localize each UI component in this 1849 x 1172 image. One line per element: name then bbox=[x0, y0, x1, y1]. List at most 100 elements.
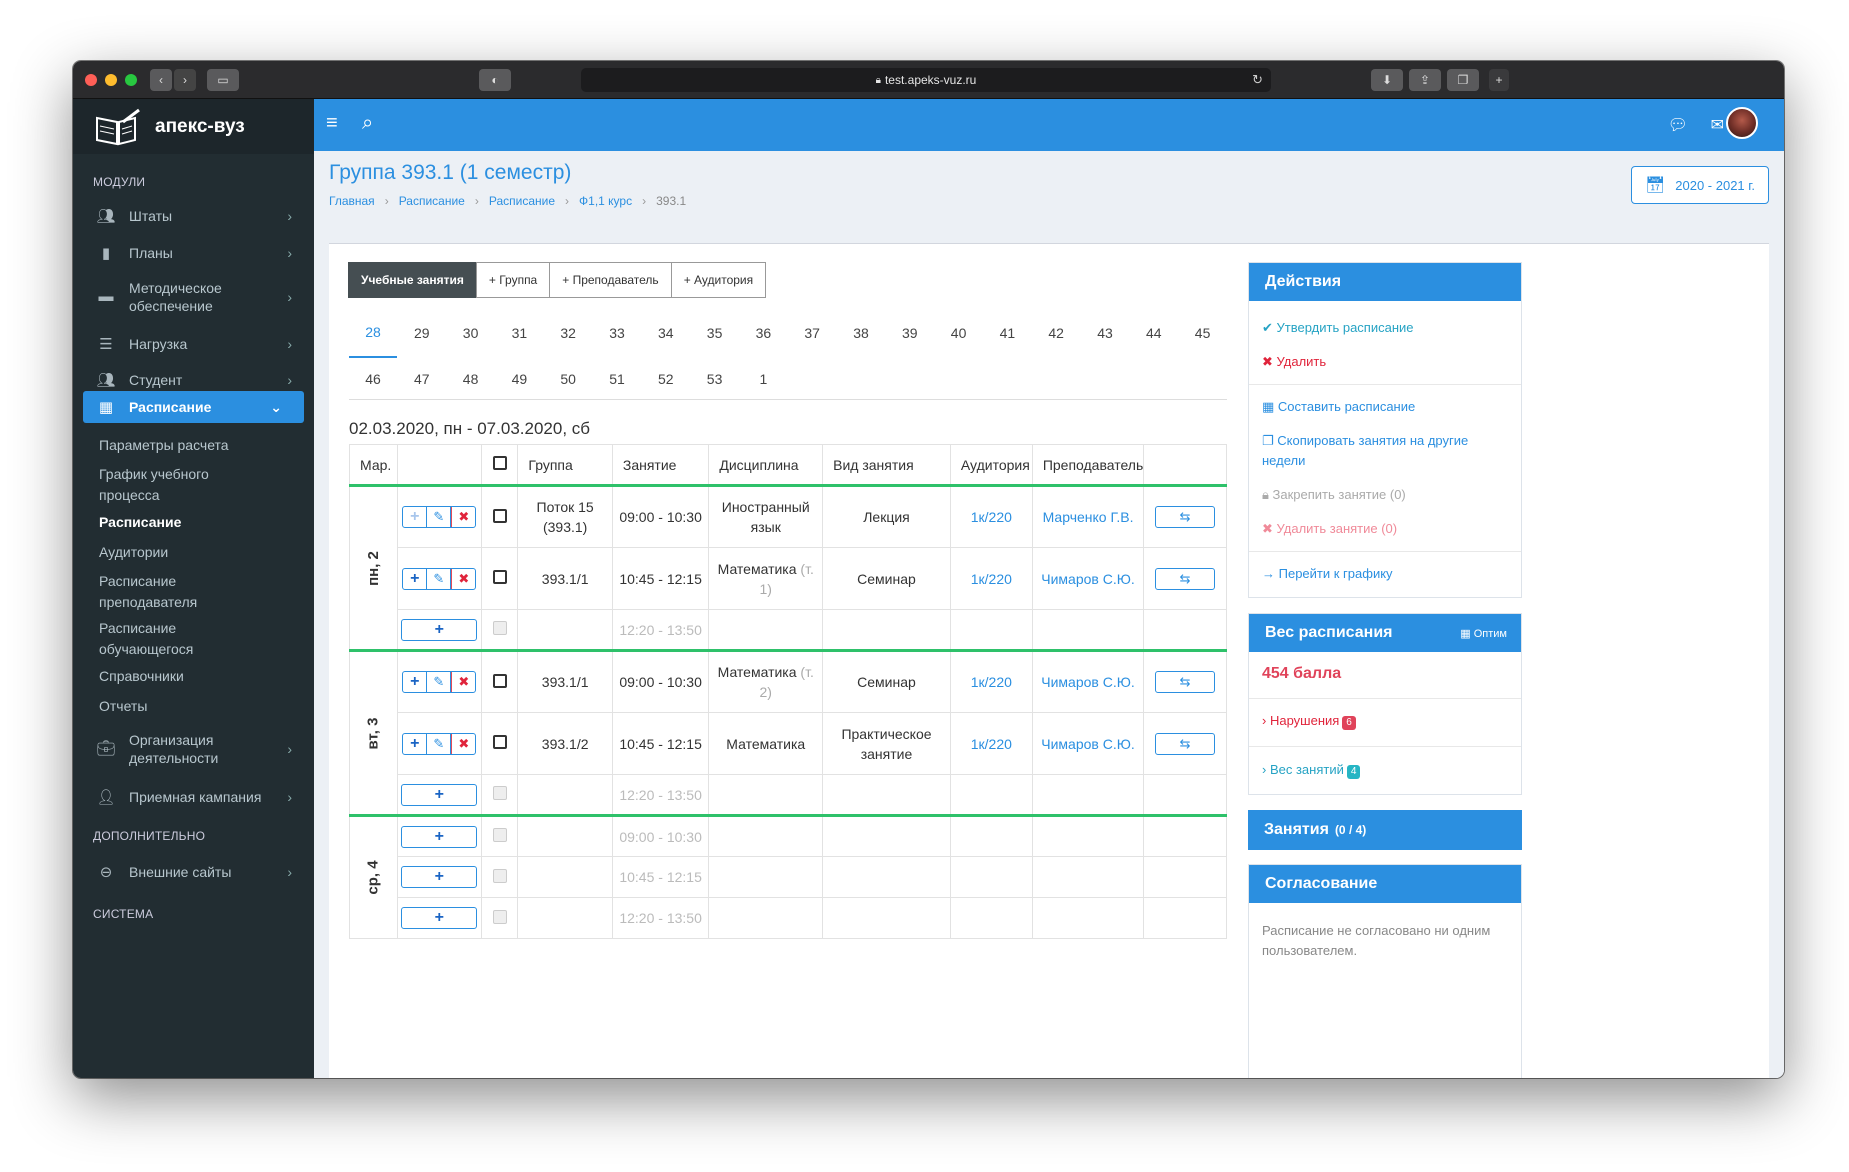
tab-add-room[interactable]: + Аудитория bbox=[670, 262, 767, 298]
delete-schedule-link[interactable]: ✖ Удалить bbox=[1262, 354, 1327, 369]
add-icon[interactable]: + bbox=[403, 672, 428, 692]
maximize-window-icon[interactable] bbox=[125, 74, 137, 86]
shield-icon[interactable]: ◐ bbox=[479, 69, 511, 91]
cell-room[interactable]: 1к/220 bbox=[949, 547, 1033, 610]
sidebar-item-organization[interactable]: 💼︎ Организация деятельности › bbox=[73, 729, 314, 769]
minimize-window-icon[interactable] bbox=[105, 74, 117, 86]
week-52[interactable]: 52 bbox=[658, 371, 674, 387]
week-44[interactable]: 44 bbox=[1146, 325, 1162, 341]
goto-graph-link[interactable]: → Перейти к графику bbox=[1262, 566, 1393, 581]
row-checkbox[interactable] bbox=[492, 570, 507, 584]
tab-lessons[interactable]: Учебные занятия bbox=[348, 262, 477, 298]
week-47[interactable]: 47 bbox=[414, 371, 430, 387]
cell-room[interactable]: 1к/220 bbox=[949, 649, 1033, 713]
breadcrumb-schedule[interactable]: Расписание bbox=[398, 194, 465, 208]
sidebar-item-external-sites[interactable]: ⊖ Внешние сайты › bbox=[73, 862, 314, 882]
row-checkbox[interactable] bbox=[492, 735, 507, 749]
week-53[interactable]: 53 bbox=[706, 371, 723, 387]
add-lesson-button[interactable]: + bbox=[401, 618, 478, 641]
week-29[interactable]: 29 bbox=[414, 325, 430, 341]
sidebar-item-plans[interactable]: ▮ Планы › bbox=[73, 243, 314, 263]
avatar[interactable] bbox=[1726, 107, 1758, 139]
optimize-button[interactable]: ▦ Оптим bbox=[1460, 627, 1507, 640]
cell-room[interactable]: 1к/220 bbox=[949, 712, 1033, 775]
sidebar-sub-reports[interactable]: Отчеты bbox=[99, 698, 148, 714]
lessons-panel[interactable]: Занятия (0 / 4) bbox=[1248, 810, 1522, 850]
select-all-checkbox[interactable] bbox=[492, 456, 507, 470]
new-tab-icon[interactable]: + bbox=[1489, 69, 1509, 91]
copy-lessons-link[interactable]: ❐ Скопировать занятия на другие недели bbox=[1262, 433, 1469, 468]
back-icon[interactable]: ‹ bbox=[150, 69, 172, 91]
week-34[interactable]: 34 bbox=[658, 325, 674, 341]
sidebar-item-methodical[interactable]: ▬ Методическое обеспечение › bbox=[73, 277, 314, 317]
chat-icon[interactable]: 💬︎ bbox=[1667, 117, 1688, 134]
year-select-button[interactable]: 📅︎ 2020 - 2021 г. bbox=[1631, 166, 1769, 204]
week-38[interactable]: 38 bbox=[853, 325, 869, 341]
cell-teacher[interactable]: Чимаров С.Ю. bbox=[1031, 649, 1145, 713]
sidebar-sub-study-graph[interactable]: График учебного процесса bbox=[99, 466, 209, 503]
add-lesson-button[interactable]: + bbox=[401, 783, 478, 806]
cell-teacher[interactable]: Чимаров С.Ю. bbox=[1031, 712, 1145, 775]
lessons-weight-link[interactable]: › Вес занятий 4 bbox=[1262, 760, 1361, 780]
sidebar-item-schedule[interactable]: ▦ Расписание ⌄ bbox=[83, 391, 304, 423]
tabs-icon[interactable]: ❐ bbox=[1447, 69, 1479, 91]
swap-icon[interactable]: ⇆ bbox=[1155, 506, 1216, 528]
sidebar-sub-teacher-schedule[interactable]: Расписание преподавателя bbox=[99, 573, 198, 610]
week-43[interactable]: 43 bbox=[1097, 325, 1113, 341]
week-39[interactable]: 39 bbox=[902, 325, 918, 341]
sidebar-sub-student-schedule[interactable]: Расписание обучающегося bbox=[99, 620, 194, 657]
sidebar-sub-references[interactable]: Справочники bbox=[99, 668, 184, 684]
sidebar-sub-schedule[interactable]: Расписание bbox=[99, 514, 182, 530]
week-46[interactable]: 46 bbox=[365, 371, 381, 387]
download-icon[interactable]: ⬇ bbox=[1371, 69, 1403, 91]
breadcrumb-schedule-2[interactable]: Расписание bbox=[488, 194, 556, 208]
tab-add-teacher[interactable]: + Преподаватель bbox=[549, 262, 672, 298]
pencil-icon[interactable]: ✎ bbox=[427, 568, 452, 589]
hamburger-icon[interactable]: ≡ bbox=[326, 112, 338, 134]
sidebar-item-staff[interactable]: 👥︎ Штаты › bbox=[73, 206, 314, 226]
approve-schedule-link[interactable]: ✔ Утвердить расписание bbox=[1262, 320, 1414, 335]
week-32[interactable]: 32 bbox=[560, 325, 576, 341]
sidebar-item-load[interactable]: ☰ Нагрузка › bbox=[73, 334, 314, 354]
week-40[interactable]: 40 bbox=[950, 325, 967, 341]
week-35[interactable]: 35 bbox=[706, 325, 723, 341]
week-45[interactable]: 45 bbox=[1194, 325, 1211, 341]
add-lesson-button[interactable]: + bbox=[401, 866, 478, 888]
add-icon[interactable]: + bbox=[403, 568, 428, 589]
breadcrumb-home[interactable]: Главная bbox=[329, 194, 375, 208]
sidebar-sub-rooms[interactable]: Аудитории bbox=[99, 544, 169, 560]
week-31[interactable]: 31 bbox=[511, 325, 528, 341]
week-36[interactable]: 36 bbox=[755, 325, 772, 341]
mail-icon[interactable]: ✉ bbox=[1710, 117, 1724, 134]
swap-icon[interactable]: ⇆ bbox=[1155, 671, 1216, 693]
cell-teacher[interactable]: Марченко Г.В. bbox=[1031, 484, 1145, 548]
pencil-icon[interactable]: ✎ bbox=[427, 507, 452, 527]
add-lesson-button[interactable]: + bbox=[401, 825, 478, 848]
sidebar-item-student[interactable]: 👥︎ Студент › bbox=[73, 370, 314, 390]
add-icon[interactable]: + bbox=[403, 733, 428, 754]
sidebar-toggle-icon[interactable]: ▭ bbox=[207, 69, 239, 91]
row-checkbox[interactable] bbox=[492, 508, 507, 523]
delete-icon[interactable]: ✖ bbox=[451, 568, 475, 589]
delete-icon[interactable]: ✖ bbox=[451, 672, 475, 692]
week-51[interactable]: 51 bbox=[609, 371, 625, 387]
cell-room[interactable]: 1к/220 bbox=[949, 484, 1033, 548]
week-49[interactable]: 49 bbox=[511, 371, 528, 387]
pencil-icon[interactable]: ✎ bbox=[427, 733, 452, 754]
swap-icon[interactable]: ⇆ bbox=[1155, 732, 1216, 755]
forward-icon[interactable]: › bbox=[174, 69, 196, 91]
week-37[interactable]: 37 bbox=[804, 325, 820, 341]
week-33[interactable]: 33 bbox=[609, 325, 625, 341]
week-1[interactable]: 1 bbox=[759, 371, 768, 387]
row-checkbox[interactable] bbox=[492, 673, 507, 688]
sidebar-sub-calc-params[interactable]: Параметры расчета bbox=[99, 437, 229, 453]
delete-icon[interactable]: ✖ bbox=[451, 733, 475, 754]
tab-add-group[interactable]: + Группа bbox=[475, 262, 551, 298]
delete-lesson-link[interactable]: ✖ Удалить занятие (0) bbox=[1262, 521, 1398, 536]
week-50[interactable]: 50 bbox=[560, 371, 576, 387]
add-icon[interactable]: + bbox=[403, 507, 428, 527]
week-30[interactable]: 30 bbox=[462, 325, 479, 341]
week-48[interactable]: 48 bbox=[462, 371, 479, 387]
lock-lesson-link[interactable]: 🔒︎ Закрепить занятие (0) bbox=[1262, 487, 1406, 502]
week-41[interactable]: 41 bbox=[999, 325, 1016, 341]
